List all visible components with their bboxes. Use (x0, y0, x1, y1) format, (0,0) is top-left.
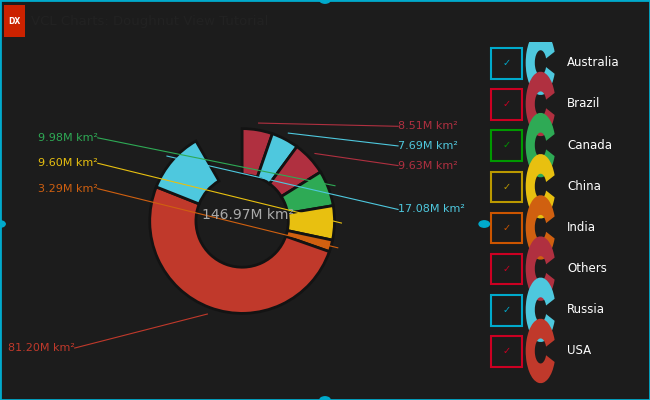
Wedge shape (242, 129, 272, 177)
Text: Australia: Australia (567, 56, 619, 69)
Text: DX: DX (8, 16, 20, 26)
Text: 3.29M km²: 3.29M km² (38, 184, 98, 194)
Text: Others: Others (567, 262, 607, 275)
Text: Canada: Canada (567, 139, 612, 152)
Text: ✓: ✓ (502, 182, 511, 192)
Wedge shape (526, 154, 554, 218)
Text: USA: USA (567, 344, 592, 358)
Wedge shape (257, 134, 297, 184)
Text: India: India (567, 221, 596, 234)
Text: 9.63M km²: 9.63M km² (398, 160, 458, 170)
Text: ✓: ✓ (502, 223, 511, 233)
Text: 9.60M km²: 9.60M km² (38, 158, 98, 168)
Wedge shape (526, 113, 554, 177)
FancyBboxPatch shape (491, 336, 523, 367)
Wedge shape (286, 230, 333, 252)
FancyBboxPatch shape (491, 254, 523, 284)
Text: ✓: ✓ (502, 305, 511, 315)
Text: ✓: ✓ (502, 99, 511, 109)
Text: 9.98M km²: 9.98M km² (38, 133, 98, 143)
Text: 7.69M km²: 7.69M km² (398, 141, 458, 151)
FancyBboxPatch shape (491, 172, 523, 202)
FancyBboxPatch shape (491, 130, 523, 161)
FancyBboxPatch shape (491, 48, 523, 78)
Wedge shape (526, 195, 554, 260)
FancyBboxPatch shape (491, 213, 523, 243)
Text: ✓: ✓ (502, 58, 511, 68)
Text: ✓: ✓ (502, 264, 511, 274)
Text: 81.20M km²: 81.20M km² (8, 343, 75, 353)
Text: VCL Charts: Doughnut View Tutorial: VCL Charts: Doughnut View Tutorial (31, 14, 268, 28)
Wedge shape (156, 141, 219, 204)
Text: Brazil: Brazil (567, 98, 601, 110)
FancyBboxPatch shape (491, 295, 523, 326)
Text: 17.08M km²: 17.08M km² (398, 204, 465, 214)
Wedge shape (526, 236, 554, 301)
Text: 8.51M km²: 8.51M km² (398, 121, 458, 131)
Wedge shape (526, 72, 554, 136)
Wedge shape (150, 187, 330, 313)
Wedge shape (287, 206, 335, 240)
Text: ✓: ✓ (502, 140, 511, 150)
Wedge shape (526, 30, 554, 95)
Wedge shape (270, 147, 320, 196)
Wedge shape (281, 172, 333, 213)
Text: Russia: Russia (567, 303, 605, 316)
FancyBboxPatch shape (491, 89, 523, 120)
Text: ✓: ✓ (502, 346, 511, 356)
Wedge shape (526, 278, 554, 342)
Text: 146.97M km²: 146.97M km² (202, 208, 294, 222)
Wedge shape (526, 319, 554, 383)
Text: China: China (567, 180, 601, 193)
FancyBboxPatch shape (4, 5, 25, 37)
